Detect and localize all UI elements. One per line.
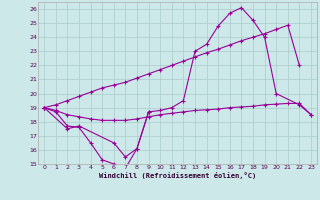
X-axis label: Windchill (Refroidissement éolien,°C): Windchill (Refroidissement éolien,°C): [99, 172, 256, 179]
